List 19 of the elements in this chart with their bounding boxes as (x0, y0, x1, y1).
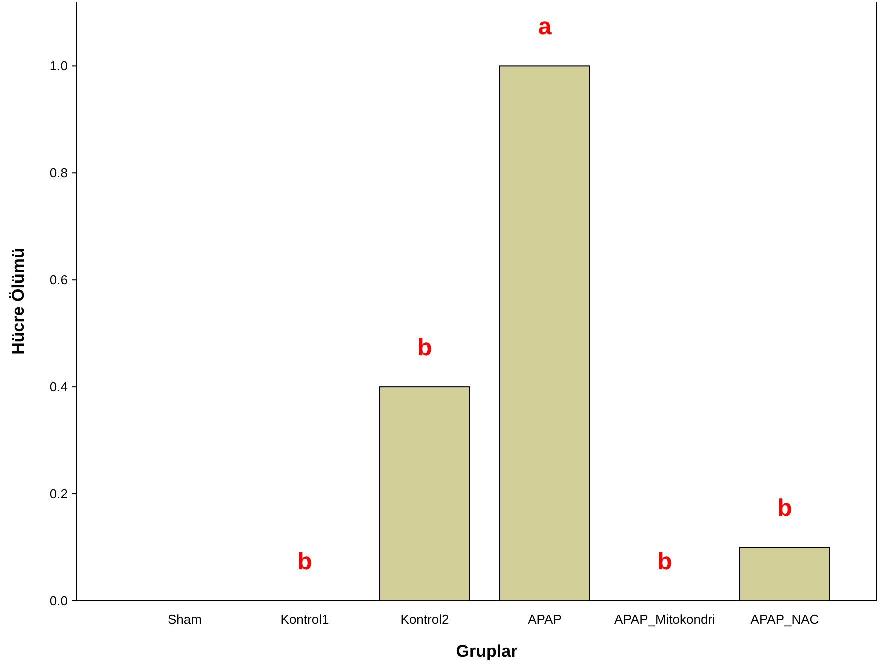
y-tick-label: 1.0 (50, 58, 68, 74)
annotation: b (778, 494, 792, 522)
x-axis-title: Gruplar (456, 642, 518, 661)
x-tick-label: APAP_Mitokondri (614, 612, 716, 627)
x-tick-label: Sham (168, 612, 202, 627)
y-tick-label: 0.8 (50, 166, 68, 181)
y-axis-title: Hücre Ölümü (9, 248, 28, 355)
y-tick-label: 0.0 (50, 594, 68, 609)
y-tick-label: 0.6 (50, 272, 68, 288)
annotation: a (538, 14, 552, 41)
x-tick-label: Kontrol2 (400, 612, 450, 627)
y-tick-label: 0.2 (50, 486, 68, 502)
annotation: b (658, 548, 672, 576)
x-tick-label: APAP_NAC (750, 612, 820, 627)
x-tick-label: Kontrol1 (280, 612, 330, 627)
annotation: b (298, 548, 312, 576)
y-tick-label: 0.4 (50, 380, 68, 395)
x-tick-label: APAP (528, 612, 562, 627)
annotation: b (418, 334, 432, 362)
